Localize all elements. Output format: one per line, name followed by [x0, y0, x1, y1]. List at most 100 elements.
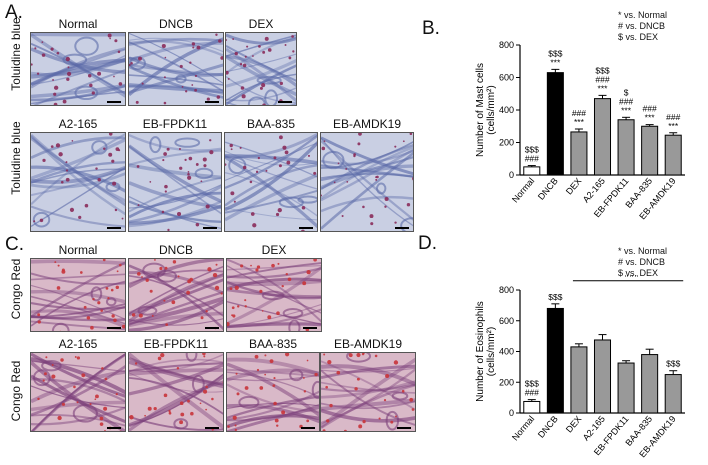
bar: [593, 339, 612, 414]
scale-bar: [397, 427, 411, 429]
scale-bar: [203, 227, 217, 229]
significance-label: $$$: [525, 145, 539, 155]
category-label: DEX: [564, 414, 584, 435]
significance-label: ###: [619, 96, 633, 106]
y-tick-label: 600: [499, 73, 514, 83]
micrograph-a-eb-fpdk11: [128, 132, 222, 232]
y-tick-label: 800: [499, 285, 514, 295]
micrograph-c-eb-fpdk11: [128, 352, 224, 432]
label-a-a2-165: A2-165: [58, 117, 98, 131]
category-label: DNCB: [536, 414, 560, 440]
significance-label: ***: [645, 113, 656, 123]
significance-label: ###: [525, 388, 539, 398]
y-axis-label: Number of Mast cells(cells/mm²): [475, 63, 497, 157]
significance-label: ***: [668, 121, 679, 131]
micrograph-c-dncb: [128, 258, 224, 332]
label-c-eb-amdk19: EB-AMDK19: [333, 337, 403, 351]
scale-bar: [301, 427, 315, 429]
panel-label-a: A.: [5, 2, 23, 23]
label-a-eb-fpdk11: EB-FPDK11: [142, 117, 208, 131]
significance-label: ***: [621, 105, 632, 115]
significance-label: $$$: [666, 359, 680, 369]
micrograph-a-eb-amdk19: [320, 132, 414, 232]
bar: [546, 72, 564, 176]
y-tick-label: 200: [499, 377, 514, 387]
y-tick-label: 0: [509, 408, 514, 418]
scale-bar: [299, 227, 313, 229]
micrograph-a-dex: [225, 32, 297, 106]
y-tick-label: 600: [499, 316, 514, 326]
significance-label: $$$: [595, 65, 609, 75]
legend-d-dex: $ vs. DEX: [618, 268, 659, 278]
significance-label: ***: [598, 83, 609, 93]
bar: [593, 98, 612, 176]
scale-bar: [278, 101, 292, 103]
bar: [641, 125, 659, 176]
label-c-eb-fpdk11: EB-FPDK11: [143, 337, 209, 351]
scale-bar: [395, 227, 409, 229]
legend-b-dex: $ vs. DEX: [618, 32, 659, 42]
label-c-normal: Normal: [58, 243, 98, 257]
category-label: DNCB: [536, 176, 560, 202]
scale-bar: [107, 101, 121, 103]
label-a-baa-835: BAA-835: [246, 117, 296, 131]
label-a-normal: Normal: [58, 17, 98, 31]
scale-bar: [107, 327, 121, 329]
legend-b-dncb: # vs. DNCB: [618, 21, 666, 31]
label-a-dncb: DNCB: [158, 17, 193, 31]
significance-label: ###: [595, 74, 609, 84]
label-c-dncb: DNCB: [158, 243, 193, 257]
scale-bar: [107, 227, 121, 229]
panel-label-d: D.: [418, 233, 437, 254]
label-c-dex: DEX: [261, 243, 287, 257]
bracket-label: ###: [625, 275, 640, 279]
y-tick-label: 200: [499, 138, 514, 148]
chart-mast-cells: 0 200 400 600 800 Number of Mast cells(cells/…: [475, 40, 685, 221]
significance-label: $: [624, 87, 629, 97]
label-a-eb-amdk19: EB-AMDK19: [332, 117, 402, 131]
stain-label-toluidine-bottom: Toluidine blue: [9, 121, 23, 195]
micrograph-c-baa-835: [226, 352, 320, 432]
category-label: Normal: [510, 176, 536, 205]
micrograph-c-dex: [226, 258, 322, 332]
scale-bar: [205, 101, 219, 103]
micrograph-a-a2-165: [30, 132, 126, 232]
stain-label-toluidine-top: Toluidine blue: [9, 17, 23, 91]
y-tick-label: 400: [499, 105, 514, 115]
legend-b-normal: * vs. Normal: [618, 10, 668, 20]
bar: [523, 166, 541, 176]
micrograph-a-baa-835: [224, 132, 318, 232]
bar: [617, 362, 635, 414]
significance-label: ***: [574, 117, 585, 127]
panel-label-c: C.: [5, 234, 24, 255]
bar: [570, 346, 588, 414]
y-tick-label: 0: [509, 170, 514, 180]
panel-label-b: B.: [422, 18, 440, 39]
bar: [523, 400, 541, 414]
scale-bar: [205, 327, 219, 329]
micrograph-c-a2-165: [30, 352, 126, 432]
bar: [546, 307, 564, 414]
bar: [664, 134, 682, 176]
significance-label: $$$: [548, 48, 562, 58]
label-c-a2-165: A2-165: [58, 337, 98, 351]
scale-bar: [205, 427, 219, 429]
stain-label-congo-bottom: Congo Red: [9, 360, 23, 422]
bar: [641, 354, 659, 414]
scale-bar: [107, 427, 121, 429]
micrograph-a-dncb: [128, 32, 224, 106]
micrograph-c-eb-amdk19: [320, 352, 416, 432]
bar: [664, 374, 682, 414]
category-label: DEX: [564, 176, 584, 197]
significance-label: ***: [550, 57, 561, 67]
y-axis-label: Number of Eosinophils(cells/mm²): [475, 301, 497, 402]
label-c-baa-835: BAA-835: [248, 337, 298, 351]
micrograph-c-normal: [30, 258, 126, 332]
significance-label: ###: [666, 112, 680, 122]
category-label: Normal: [510, 414, 536, 443]
significance-label: $$$: [548, 292, 562, 302]
y-tick-label: 400: [499, 347, 514, 357]
micrograph-a-normal: [30, 32, 126, 106]
scale-bar: [303, 327, 317, 329]
significance-label: ###: [572, 108, 586, 118]
